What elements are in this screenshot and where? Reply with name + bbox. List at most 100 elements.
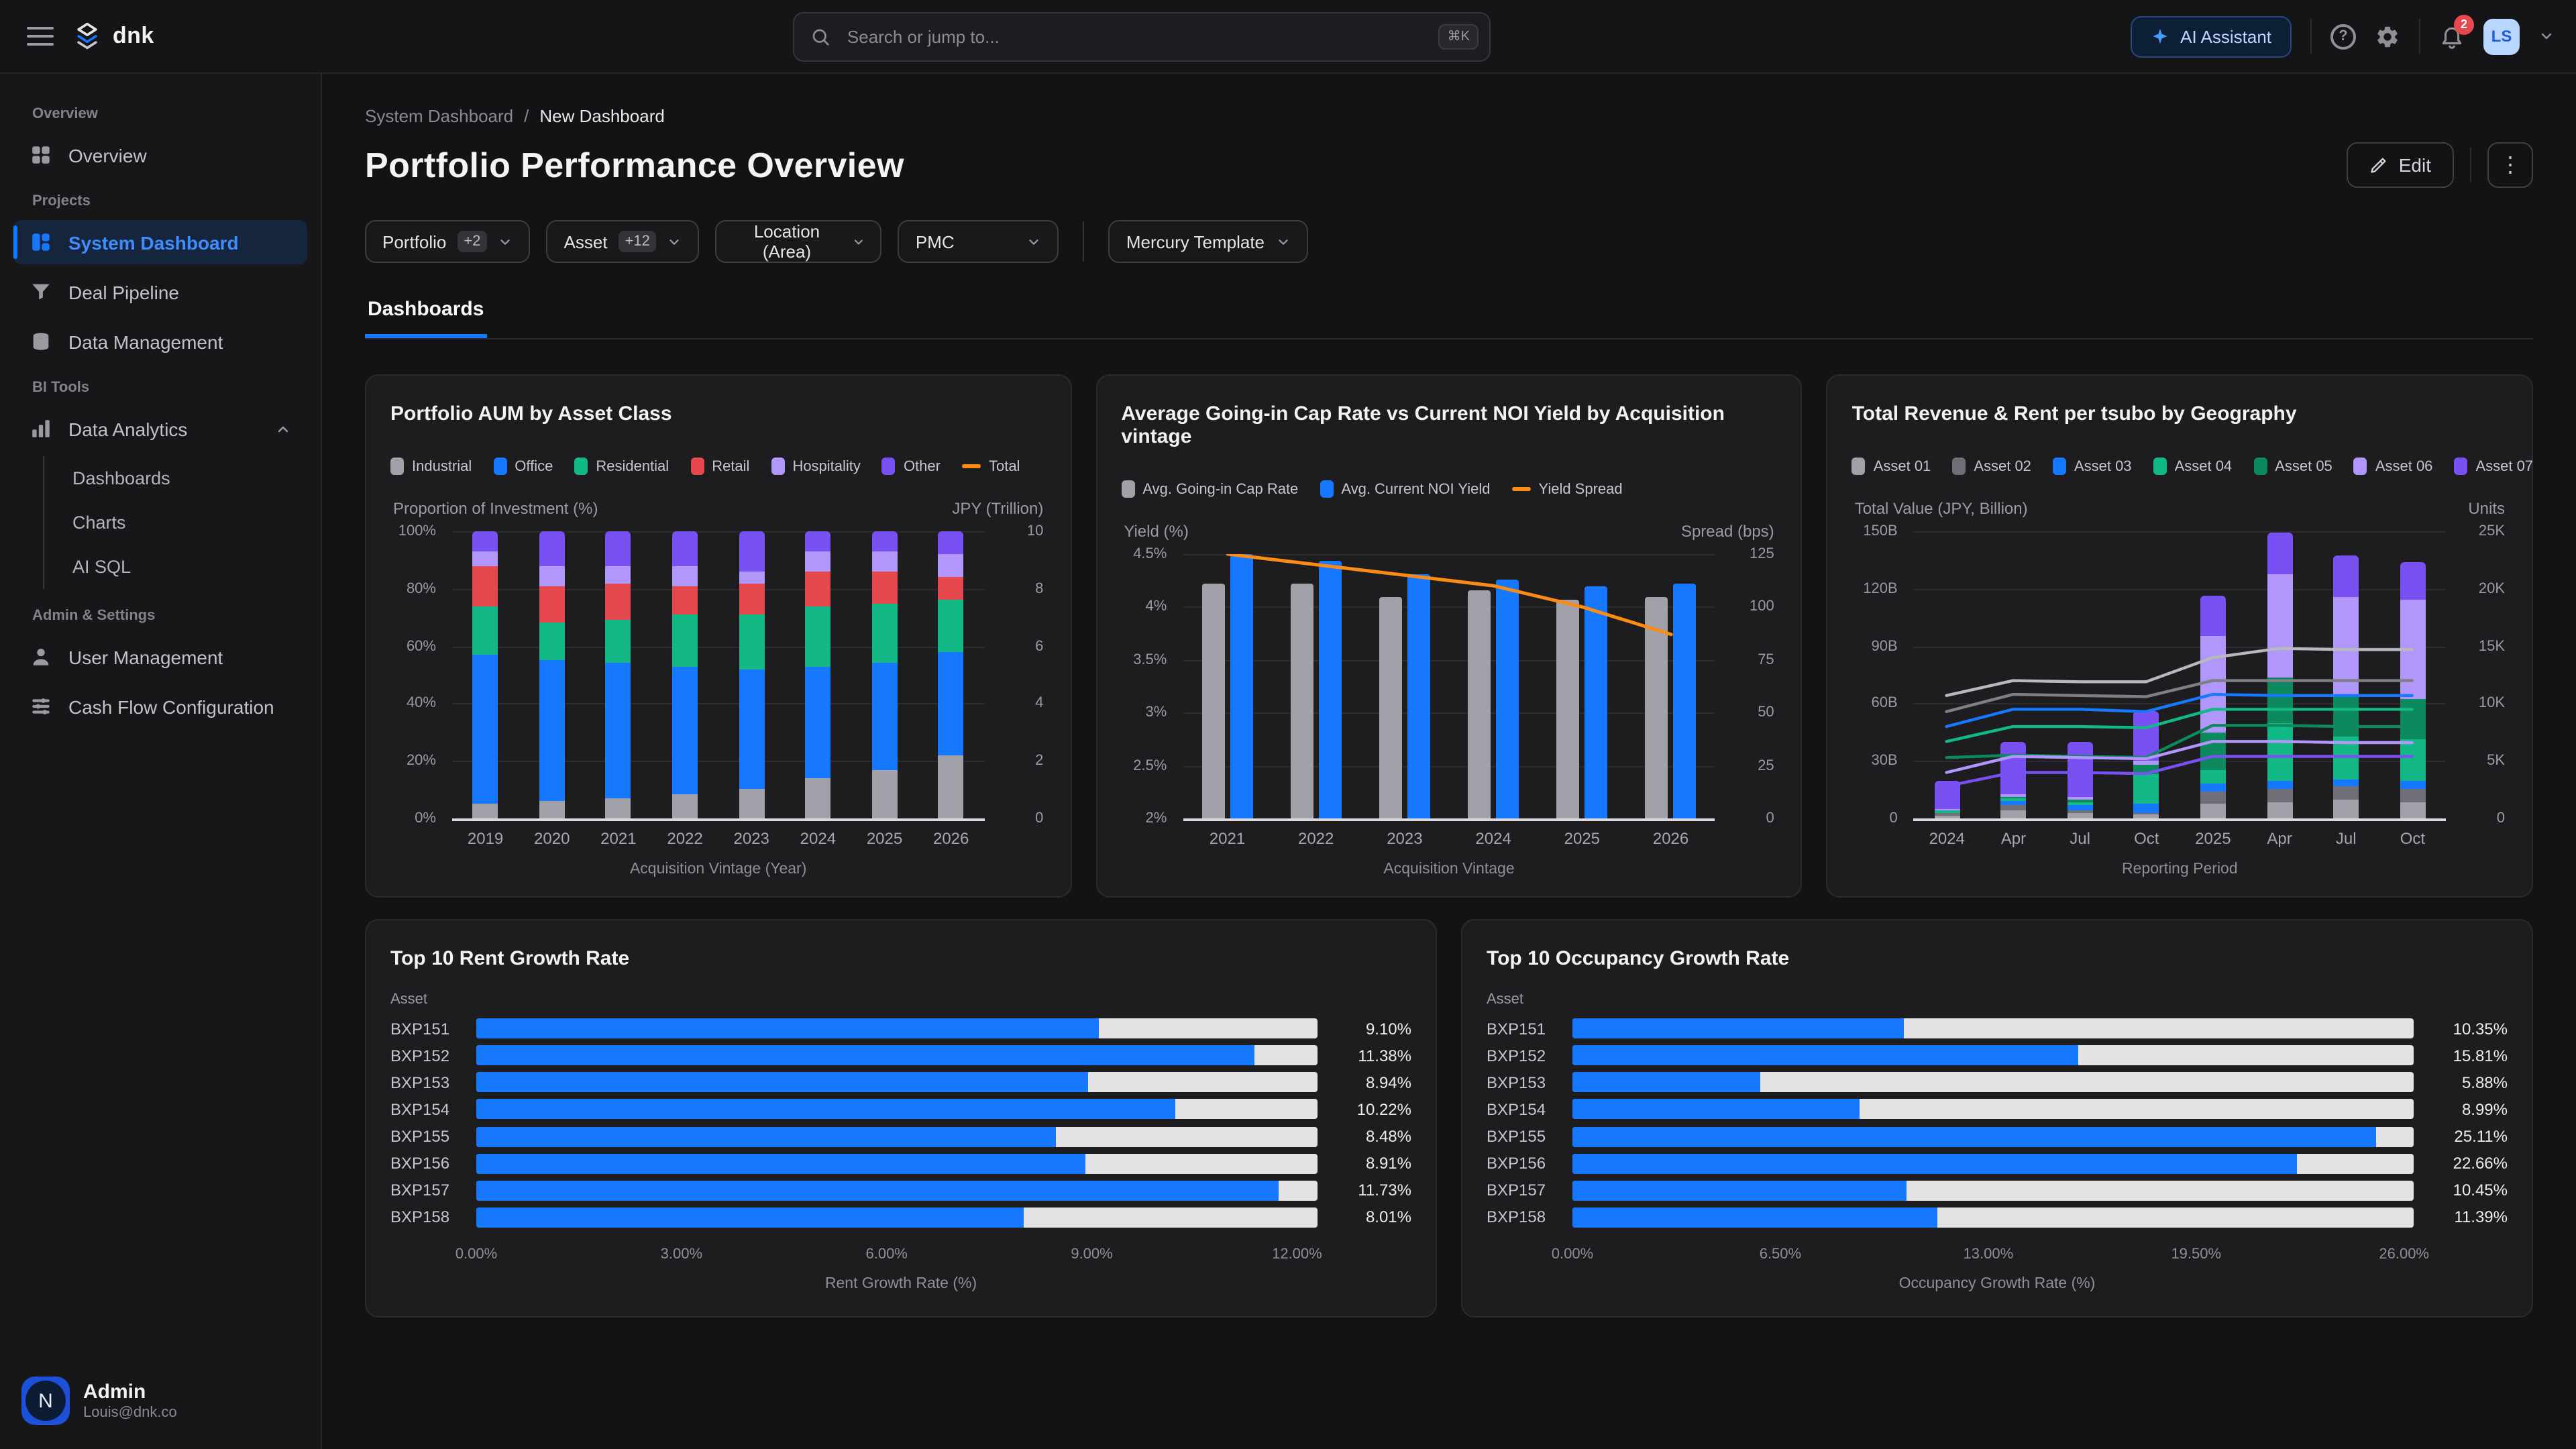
legend-item[interactable]: Hospitality bbox=[771, 458, 861, 475]
bar-column[interactable] bbox=[918, 531, 984, 818]
legend-item[interactable]: Residential bbox=[574, 458, 669, 475]
help-button[interactable]: ? bbox=[2330, 23, 2356, 49]
kebab-icon: ⋮ bbox=[2500, 152, 2521, 178]
sidebar-item-data-management[interactable]: Data Management bbox=[13, 319, 307, 364]
more-options-button[interactable]: ⋮ bbox=[2487, 142, 2533, 188]
x-tick-label: 2019 bbox=[452, 829, 519, 848]
stacked-bar[interactable] bbox=[539, 531, 565, 818]
x-axis-ticks: 20192020202120222023202420252026 bbox=[390, 829, 1046, 848]
legend-item[interactable]: Asset 06 bbox=[2354, 458, 2433, 475]
stacked-bar[interactable] bbox=[805, 531, 830, 818]
legend-item[interactable]: Industrial bbox=[390, 458, 472, 475]
stacked-bar[interactable] bbox=[872, 531, 898, 818]
section-label-admin: Admin & Settings bbox=[0, 594, 321, 632]
ai-assistant-button[interactable]: AI Assistant bbox=[2131, 15, 2292, 57]
bar-track[interactable] bbox=[1572, 1126, 2414, 1146]
bar-track[interactable] bbox=[1572, 1208, 2414, 1228]
legend-item[interactable]: Avg. Going-in Cap Rate bbox=[1121, 480, 1298, 498]
legend-swatch bbox=[2053, 458, 2066, 475]
bar-column[interactable] bbox=[452, 531, 519, 818]
breadcrumb-parent[interactable]: System Dashboard bbox=[365, 106, 513, 126]
bar-column[interactable] bbox=[651, 531, 718, 818]
legend-item[interactable]: Asset 01 bbox=[1852, 458, 1931, 475]
brand[interactable]: dnk bbox=[72, 20, 154, 52]
bar-column[interactable] bbox=[785, 531, 851, 818]
bar-track[interactable] bbox=[1572, 1073, 2414, 1093]
menu-icon[interactable] bbox=[27, 27, 54, 46]
sidebar-subitem-dashboards[interactable]: Dashboards bbox=[44, 456, 321, 500]
y-tick-label: 120B bbox=[1863, 581, 1897, 597]
stacked-bar[interactable] bbox=[739, 531, 764, 818]
sidebar-item-system-dashboard[interactable]: System Dashboard bbox=[13, 220, 307, 264]
bar-track[interactable] bbox=[1572, 1153, 2414, 1173]
chevron-down-icon[interactable] bbox=[2538, 28, 2555, 44]
bar-track[interactable] bbox=[476, 1045, 1318, 1065]
legend-item[interactable]: Office bbox=[493, 458, 553, 475]
legend-item[interactable]: Asset 02 bbox=[1952, 458, 2031, 475]
filter-template[interactable]: Mercury Template bbox=[1109, 220, 1307, 263]
bar-column[interactable] bbox=[585, 531, 651, 818]
global-search[interactable]: ⌘K bbox=[794, 11, 1491, 61]
sidebar-subitem-charts[interactable]: Charts bbox=[44, 500, 321, 545]
plot-area[interactable] bbox=[1914, 531, 2446, 818]
bar-column[interactable] bbox=[851, 531, 918, 818]
filter-location[interactable]: Location (Area) bbox=[716, 220, 882, 263]
tab-dashboards[interactable]: Dashboards bbox=[365, 292, 486, 338]
legend-item[interactable]: Asset 07 bbox=[2454, 458, 2533, 475]
legend-item[interactable]: Yield Spread bbox=[1511, 481, 1622, 497]
bar-column[interactable] bbox=[519, 531, 585, 818]
stacked-bar[interactable] bbox=[938, 531, 964, 818]
settings-button[interactable] bbox=[2375, 23, 2400, 49]
bar-track[interactable] bbox=[476, 1018, 1318, 1038]
stacked-bar[interactable] bbox=[606, 531, 631, 818]
plot-area[interactable] bbox=[1183, 554, 1715, 818]
bar-track[interactable] bbox=[1572, 1045, 2414, 1065]
bar-track[interactable] bbox=[476, 1153, 1318, 1173]
search-input[interactable] bbox=[845, 25, 1425, 48]
bar-track[interactable] bbox=[476, 1073, 1318, 1093]
legend-item[interactable]: Total bbox=[962, 458, 1020, 474]
bar-segment bbox=[539, 623, 565, 661]
table-row: BXP15215.81% bbox=[1487, 1045, 2508, 1065]
legend-item[interactable]: Asset 05 bbox=[2253, 458, 2332, 475]
sidebar-item-overview[interactable]: Overview bbox=[13, 133, 307, 177]
sidebar-item-user-management[interactable]: User Management bbox=[13, 635, 307, 679]
stacked-bar[interactable] bbox=[672, 531, 698, 818]
table-row: BXP1535.88% bbox=[1487, 1073, 2508, 1093]
stacked-bar[interactable] bbox=[473, 531, 498, 818]
legend-label: Avg. Current NOI Yield bbox=[1341, 481, 1490, 497]
x-tick-label: 26.00% bbox=[2379, 1246, 2429, 1263]
legend-item[interactable]: Avg. Current NOI Yield bbox=[1320, 480, 1490, 498]
filter-pmc[interactable]: PMC bbox=[898, 220, 1059, 263]
bar-track[interactable] bbox=[1572, 1181, 2414, 1201]
plot-area[interactable] bbox=[452, 531, 984, 818]
user-avatar[interactable]: LS bbox=[2483, 18, 2520, 54]
bar-track[interactable] bbox=[476, 1099, 1318, 1120]
bar-track[interactable] bbox=[476, 1126, 1318, 1146]
legend-swatch bbox=[2354, 458, 2367, 475]
legend-item[interactable]: Retail bbox=[690, 458, 749, 475]
sidebar-item-deal-pipeline[interactable]: Deal Pipeline bbox=[13, 270, 307, 314]
bar-column[interactable] bbox=[718, 531, 785, 818]
sidebar-user[interactable]: N Admin Louis@dnk.co bbox=[0, 1363, 321, 1433]
filter-asset[interactable]: Asset +12 bbox=[547, 220, 700, 263]
x-tick-label: Jul bbox=[2047, 829, 2113, 848]
sidebar-subitem-ai-sql[interactable]: AI SQL bbox=[44, 545, 321, 589]
row-value: 10.22% bbox=[1334, 1100, 1411, 1119]
y-tick-label: 3.5% bbox=[1133, 652, 1167, 668]
legend-item[interactable]: Other bbox=[882, 458, 941, 475]
x-axis-title: Acquisition Vintage bbox=[1121, 861, 1776, 877]
bar-track[interactable] bbox=[476, 1208, 1318, 1228]
edit-button[interactable]: Edit bbox=[2347, 142, 2454, 188]
bar-track[interactable] bbox=[1572, 1099, 2414, 1120]
filter-portfolio[interactable]: Portfolio +2 bbox=[365, 220, 531, 263]
sidebar-item-cash-flow-configuration[interactable]: Cash Flow Configuration bbox=[13, 684, 307, 729]
bar-segment bbox=[739, 788, 764, 818]
bar-track[interactable] bbox=[476, 1181, 1318, 1201]
bar-track[interactable] bbox=[1572, 1018, 2414, 1038]
notifications-button[interactable]: 2 bbox=[2439, 23, 2465, 49]
legend-item[interactable]: Asset 04 bbox=[2153, 458, 2233, 475]
sidebar-item-data-analytics[interactable]: Data Analytics bbox=[13, 407, 307, 451]
legend-item[interactable]: Asset 03 bbox=[2053, 458, 2132, 475]
bar-segment bbox=[539, 531, 565, 566]
